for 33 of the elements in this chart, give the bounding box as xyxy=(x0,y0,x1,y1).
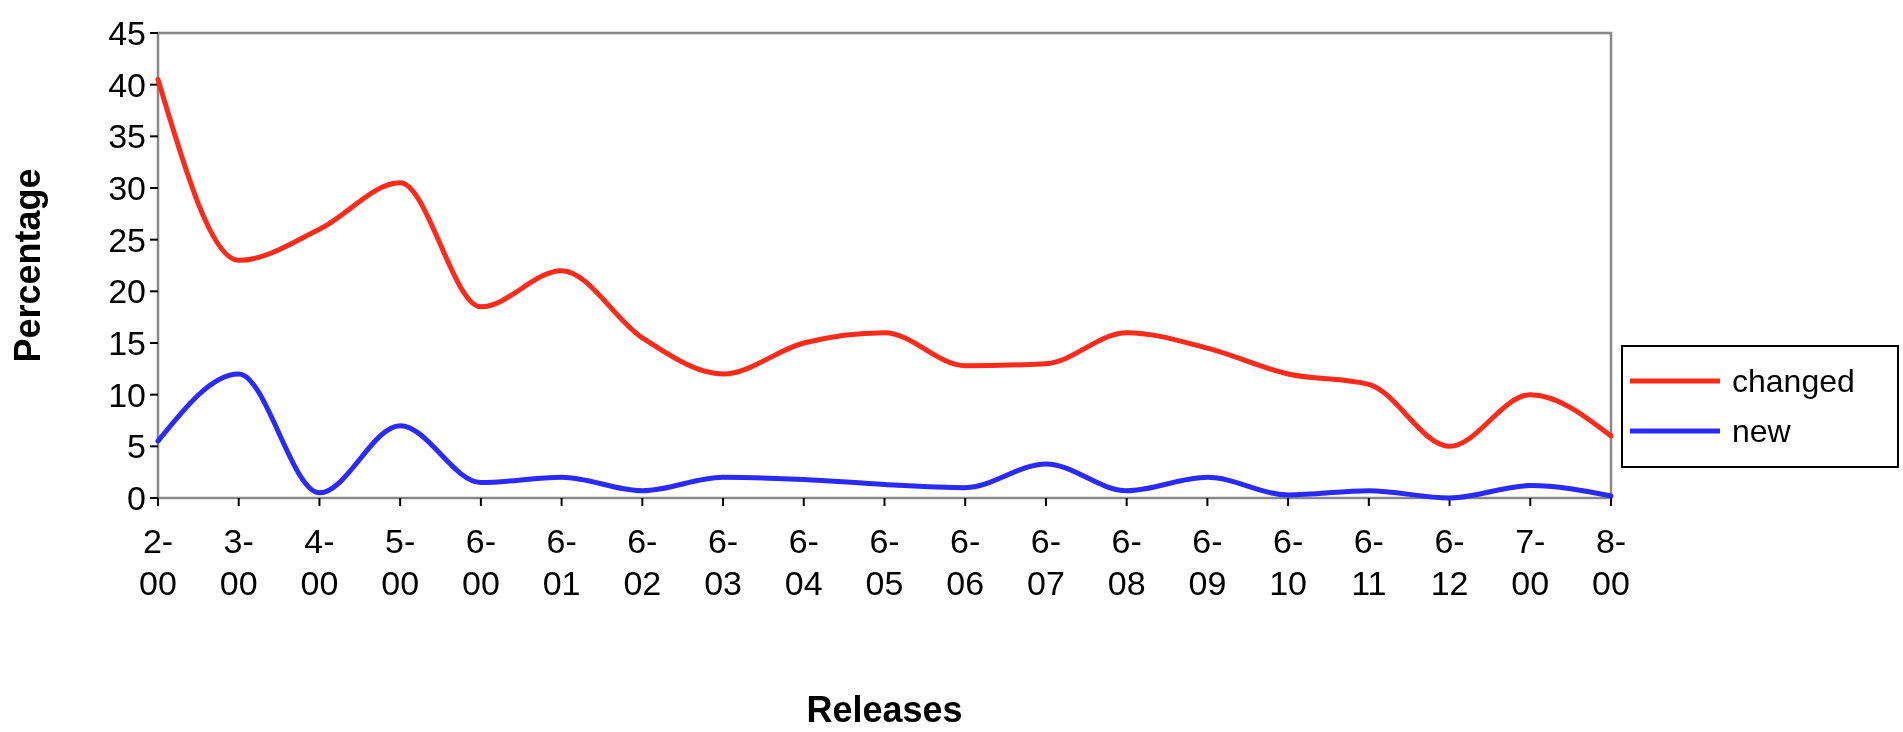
legend-label: new xyxy=(1732,413,1792,450)
x-tick-label: 6-12 xyxy=(1430,522,1469,602)
y-tick-label: 15 xyxy=(108,323,146,362)
x-tick-label: 6-01 xyxy=(542,522,581,602)
y-tick-label: 20 xyxy=(108,272,146,311)
y-tick-label: 30 xyxy=(108,168,146,207)
y-tick-label: 10 xyxy=(108,375,146,414)
x-tick-label: 6-08 xyxy=(1107,522,1146,602)
x-tick-label: 6-04 xyxy=(784,522,823,602)
x-tick-label: 6-07 xyxy=(1027,522,1065,602)
x-tick-label: 8-00 xyxy=(1592,522,1630,602)
y-tick-label: 40 xyxy=(108,65,146,104)
x-tick-label: 3-00 xyxy=(219,522,258,602)
x-tick-label: 6-05 xyxy=(865,522,904,602)
x-tick-label: 6-09 xyxy=(1188,522,1227,602)
y-tick-label: 45 xyxy=(108,13,146,52)
x-tick-label: 6-11 xyxy=(1351,522,1387,602)
y-axis-title: Percentage xyxy=(7,168,48,363)
y-tick-label: 0 xyxy=(127,478,146,517)
x-tick-label: 5-00 xyxy=(381,522,420,602)
x-tick-label: 6-03 xyxy=(704,522,742,602)
y-tick-label: 25 xyxy=(108,220,146,259)
x-tick-label: 6-10 xyxy=(1269,522,1308,602)
x-tick-label: 6-06 xyxy=(946,522,985,602)
x-tick-label: 6-00 xyxy=(461,522,500,602)
x-tick-label: 6-02 xyxy=(623,522,662,602)
x-tick-label: 2-00 xyxy=(139,522,177,602)
x-tick-label: 7-00 xyxy=(1511,522,1550,602)
x-tick-label: 4-00 xyxy=(300,522,339,602)
x-axis-title: Releases xyxy=(806,689,963,730)
legend-label: changed xyxy=(1732,363,1855,400)
y-tick-label: 35 xyxy=(108,117,146,156)
y-tick-label: 5 xyxy=(127,427,146,466)
